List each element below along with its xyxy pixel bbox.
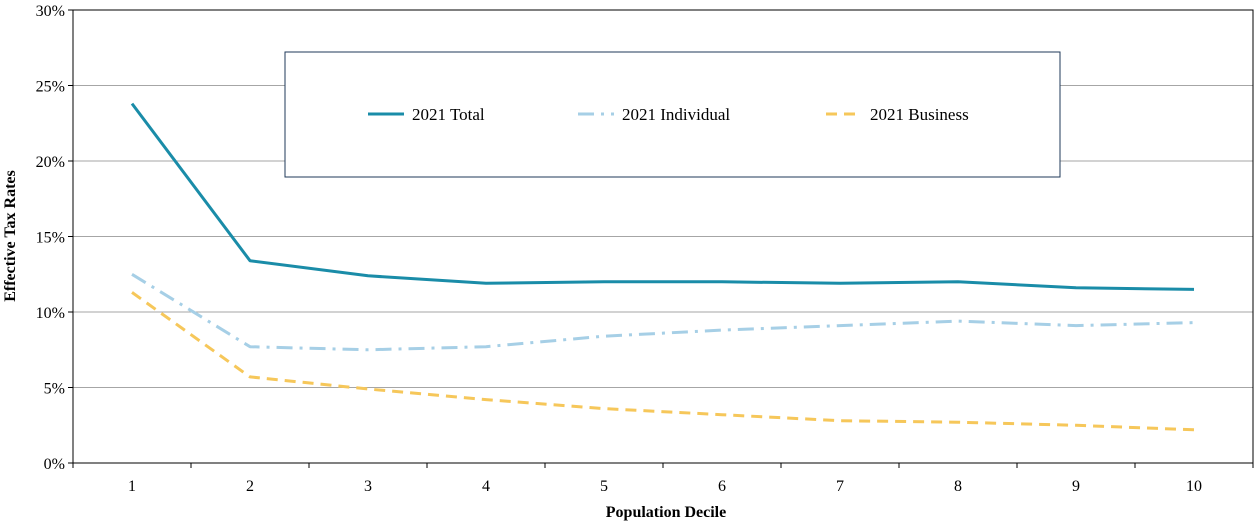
x-tick-label: 5 [600,478,608,495]
x-tick-label: 10 [1186,478,1202,495]
y-tick-label: 0% [44,456,65,473]
series-line-2021-total [130,102,1195,291]
y-axis-ticks: 0% 5% 10% 15% 20% 25% 30% [36,3,73,473]
y-tick-label: 10% [36,305,65,322]
x-tick-label: 8 [954,478,962,495]
y-tick-label: 5% [44,381,65,398]
x-axis-title: Population Decile [606,504,726,521]
y-tick-label: 30% [36,3,65,20]
plot-area-frame [72,9,1254,464]
y-tick-label: 20% [36,154,65,171]
x-tick-label: 7 [836,478,844,495]
y-tick-label: 15% [36,230,65,247]
x-tick-label: 3 [364,478,372,495]
x-tick-label: 1 [128,478,136,495]
x-tick-label: 2 [246,478,254,495]
y-axis-title: Effective Tax Rates [2,170,19,302]
x-tick-label: 4 [482,478,490,495]
y-tick-label: 25% [36,79,65,96]
series-line-2021-individual [131,273,1195,352]
legend-label: 2021 Individual [622,105,730,124]
x-tick-label: 6 [718,478,726,495]
legend-label: 2021 Business [870,105,969,124]
series-line-2021-business [131,291,1195,432]
legend-box [284,51,1061,178]
legend-label: 2021 Total [412,105,485,124]
x-axis-ticks: 1 2 3 4 5 6 7 8 9 10 [72,463,1254,495]
x-tick-label: 9 [1072,478,1080,495]
series-lines [130,102,1195,432]
legend: 2021 Total 2021 Individual 2021 Business [284,51,1061,178]
